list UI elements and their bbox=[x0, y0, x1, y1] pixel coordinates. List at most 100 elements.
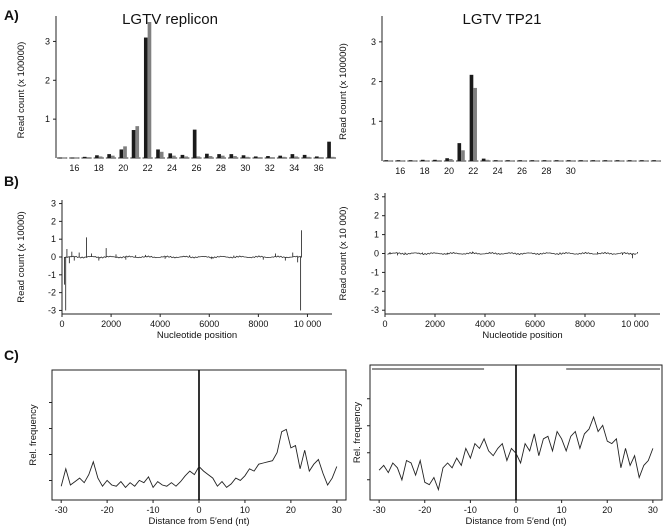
x-axis-label: Distance from 5′end (nt) bbox=[465, 516, 566, 526]
x-axis-label: Nucleotide position bbox=[482, 330, 562, 341]
bar-28-series-2 bbox=[546, 160, 550, 162]
bar-18-series-1 bbox=[95, 155, 99, 158]
bar-21-series-2 bbox=[135, 126, 140, 158]
x-tick-label: 28 bbox=[216, 163, 226, 173]
bar-34-series-1 bbox=[290, 154, 295, 158]
bar-21-series-1 bbox=[131, 130, 136, 158]
bar-31-series-1 bbox=[253, 156, 258, 158]
bar-36-series-2 bbox=[318, 157, 323, 159]
bar-27-series-1 bbox=[205, 153, 209, 158]
bar-35-series-1 bbox=[302, 154, 307, 158]
y-tick-label: 2 bbox=[374, 211, 379, 221]
x-tick-label: 30 bbox=[240, 163, 250, 173]
x-tick-label: 10 bbox=[240, 505, 250, 515]
x-tick-label: 10 000 bbox=[294, 319, 322, 329]
bar-32-series-1 bbox=[591, 160, 596, 162]
bar-33-series-2 bbox=[282, 156, 286, 158]
bar-27-series-2 bbox=[208, 156, 213, 158]
bar-23-series-1 bbox=[481, 158, 486, 161]
x-tick-label: -20 bbox=[418, 505, 431, 515]
frequency-line bbox=[60, 428, 338, 489]
x-tick-label: 22 bbox=[143, 163, 153, 173]
y-tick-label: 2 bbox=[51, 216, 56, 226]
bar-22-series-2 bbox=[147, 22, 152, 158]
bar-25-series-1 bbox=[506, 160, 510, 162]
panel-label-c: C) bbox=[4, 347, 19, 363]
bar-17-series-1 bbox=[408, 160, 413, 162]
bar-19-series-2 bbox=[436, 160, 441, 162]
y-tick-label: 2 bbox=[371, 77, 376, 87]
x-tick-label: 32 bbox=[265, 163, 275, 173]
x-tick-label: 4000 bbox=[475, 319, 495, 329]
bar-24-series-1 bbox=[168, 153, 173, 158]
y-tick-label: -1 bbox=[371, 267, 379, 277]
bar-31-series-2 bbox=[257, 157, 262, 159]
x-tick-label: 34 bbox=[289, 163, 299, 173]
x-tick-label: 2000 bbox=[425, 319, 445, 329]
bar-33-series-1 bbox=[278, 155, 283, 158]
bar-18-series-2 bbox=[424, 160, 429, 162]
x-tick-label: 6000 bbox=[199, 319, 219, 329]
bar-32-series-2 bbox=[595, 160, 599, 162]
x-tick-label: -30 bbox=[55, 505, 68, 515]
chart-title: LGTV TP21 bbox=[463, 11, 542, 28]
x-tick-label: 0 bbox=[59, 319, 64, 329]
chart-c-right-frequency: Rel. frequency -30 -20 -10 0 10 20 30 Distance f… bbox=[352, 364, 663, 526]
bar-15-series-1 bbox=[58, 157, 63, 159]
x-tick-label: 28 bbox=[541, 166, 551, 176]
x-tick-label: 20 bbox=[602, 505, 612, 515]
bar-29-series-1 bbox=[229, 154, 234, 158]
bar-22-series-2 bbox=[473, 87, 477, 161]
x-tick-label: 18 bbox=[420, 166, 430, 176]
bar-34-series-2 bbox=[619, 160, 624, 162]
x-tick-label: 20 bbox=[118, 163, 128, 173]
y-axis-label: Read count (x 10 000) bbox=[338, 206, 349, 300]
bar-23-series-2 bbox=[485, 159, 490, 161]
bar-17-series-2 bbox=[412, 160, 417, 162]
x-tick-label: 10 bbox=[557, 505, 567, 515]
x-tick-label: 24 bbox=[493, 166, 503, 176]
y-tick-label: 1 bbox=[45, 114, 50, 124]
bar-22-series-1 bbox=[143, 37, 148, 158]
bar-23-series-1 bbox=[156, 149, 160, 158]
x-tick-label: 16 bbox=[395, 166, 405, 176]
y-tick-label: -3 bbox=[48, 305, 56, 315]
coverage-trace bbox=[387, 251, 637, 256]
bar-16-series-1 bbox=[70, 157, 75, 159]
y-axis-label: Read count (x 100000) bbox=[338, 43, 349, 140]
bar-15-series-1 bbox=[384, 160, 389, 162]
x-tick-label: 24 bbox=[167, 163, 177, 173]
x-tick-label: 4000 bbox=[150, 319, 170, 329]
x-tick-label: -10 bbox=[147, 505, 160, 515]
bar-36-series-1 bbox=[640, 160, 644, 162]
chart-a-right-bar: LGTV TP21 Read count (x 100000) 1 2 3 16 18 20 2… bbox=[338, 11, 662, 176]
x-tick-label: 26 bbox=[191, 163, 201, 173]
bar-31-series-2 bbox=[582, 160, 587, 162]
chart-a-left-bar: LGTV replicon Read count (x 100000) 1 2 3 16 1… bbox=[16, 11, 337, 173]
x-tick-label: 30 bbox=[648, 505, 658, 515]
y-axis-label: Read count (x 100000) bbox=[16, 42, 27, 139]
y-axis-label: Rel. frequency bbox=[352, 402, 363, 464]
x-tick-label: -10 bbox=[464, 505, 477, 515]
bar-18-series-1 bbox=[420, 159, 425, 161]
bar-24-series-2 bbox=[497, 160, 502, 162]
bar-18-series-2 bbox=[98, 156, 103, 158]
bar-30-series-2 bbox=[570, 160, 575, 162]
bar-21-series-2 bbox=[461, 150, 465, 161]
bar-17-series-2 bbox=[86, 157, 91, 159]
bar-34-series-1 bbox=[615, 160, 620, 162]
x-tick-label: 18 bbox=[94, 163, 104, 173]
x-tick-label: 20 bbox=[444, 166, 454, 176]
y-tick-label: 3 bbox=[374, 192, 379, 202]
bar-20-series-1 bbox=[445, 158, 449, 161]
x-tick-label: 36 bbox=[314, 163, 324, 173]
bar-37-series-1 bbox=[327, 141, 331, 158]
bar-25-series-2 bbox=[509, 160, 514, 162]
bar-27-series-2 bbox=[534, 160, 538, 162]
bar-28-series-2 bbox=[220, 155, 225, 158]
y-tick-label: 0 bbox=[51, 252, 56, 262]
bar-25-series-2 bbox=[184, 156, 188, 158]
bar-20-series-1 bbox=[119, 149, 124, 158]
